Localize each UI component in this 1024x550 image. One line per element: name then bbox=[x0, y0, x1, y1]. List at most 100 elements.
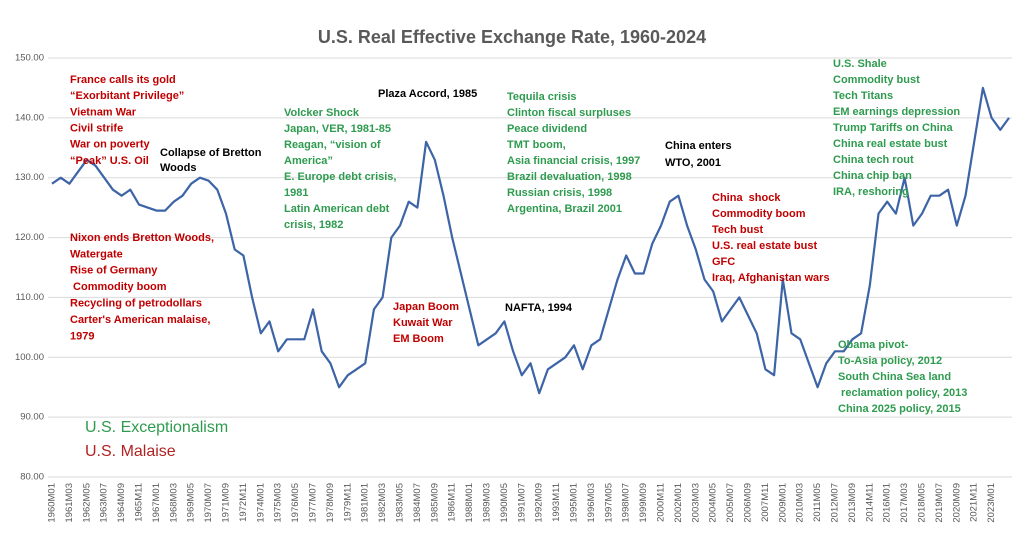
x-tick-label: 1971M09 bbox=[221, 483, 232, 523]
x-tick-label: 1992M09 bbox=[534, 483, 545, 523]
x-tick-label: 1964M09 bbox=[116, 483, 127, 523]
annotation: Civil strife bbox=[70, 123, 123, 135]
x-tick-label: 2005M07 bbox=[725, 483, 736, 523]
annotation: Japan, VER, 1981-85 bbox=[284, 123, 391, 135]
annotation: China tech rout bbox=[833, 154, 914, 166]
legend-label: U.S. Malaise bbox=[85, 443, 176, 460]
x-tick-label: 2016M01 bbox=[882, 483, 893, 523]
x-tick-label: 2017M03 bbox=[899, 483, 910, 523]
x-tick-label: 2007M11 bbox=[760, 483, 771, 522]
y-tick-label: 80.00 bbox=[20, 472, 44, 483]
annotation: Brazil devaluation, 1998 bbox=[507, 171, 632, 183]
y-tick-label: 150.00 bbox=[15, 53, 44, 64]
data-line bbox=[51, 86, 1010, 395]
annotation: To-Asia policy, 2012 bbox=[838, 355, 942, 367]
annotation: Woods bbox=[160, 162, 196, 174]
x-tick-label: 1995M01 bbox=[569, 483, 580, 523]
annotation: NAFTA, 1994 bbox=[505, 302, 573, 314]
annotation: Argentina, Brazil 2001 bbox=[507, 203, 622, 215]
annotation: China real estate bust bbox=[833, 138, 948, 150]
annotation: Japan Boom bbox=[393, 301, 459, 313]
x-tick-label: 1965M11 bbox=[134, 483, 145, 522]
x-tick-label: 2014M11 bbox=[864, 483, 875, 522]
annotation: Collapse of Bretton bbox=[160, 147, 262, 159]
annotation: South China Sea land bbox=[838, 371, 951, 383]
annotation: reclamation policy, 2013 bbox=[838, 387, 967, 399]
annotation: “Peak” U.S. Oil bbox=[70, 155, 149, 167]
y-tick-label: 100.00 bbox=[15, 352, 44, 363]
annotation: Plaza Accord, 1985 bbox=[378, 88, 477, 100]
x-tick-label: 1999M09 bbox=[638, 483, 649, 523]
annotation: Asia financial crisis, 1997 bbox=[507, 155, 640, 167]
x-tick-label: 1996M03 bbox=[586, 483, 597, 523]
annotation: Obama pivot- bbox=[838, 339, 909, 351]
annotation: Commodity boom bbox=[70, 281, 167, 293]
x-tick-label: 2009M01 bbox=[777, 483, 788, 523]
x-tick-label: 2000M11 bbox=[656, 483, 667, 522]
x-tick-label: 2002M01 bbox=[673, 483, 684, 523]
x-tick-label: 2012M07 bbox=[830, 483, 841, 523]
annotation: Latin American debt bbox=[284, 203, 390, 215]
annotation: Recycling of petrodollars bbox=[70, 298, 202, 310]
annotation: “Exorbitant Privilege” bbox=[70, 90, 184, 102]
annotation: Nixon ends Bretton Woods, bbox=[70, 232, 214, 244]
x-tick-label: 1961M03 bbox=[64, 483, 75, 523]
annotation: E. Europe debt crisis, bbox=[284, 171, 396, 183]
x-tick-label: 2019M07 bbox=[934, 483, 945, 523]
y-tick-label: 140.00 bbox=[15, 112, 44, 123]
annotation: France calls its gold bbox=[70, 74, 176, 86]
y-tick-label: 130.00 bbox=[15, 172, 44, 183]
x-tick-label: 1981M01 bbox=[360, 483, 371, 523]
x-tick-label: 1993M11 bbox=[551, 483, 562, 522]
annotation: Rise of Germany bbox=[70, 265, 158, 277]
x-tick-label: 1970M07 bbox=[203, 483, 214, 523]
x-tick-label: 1989M03 bbox=[482, 483, 493, 523]
x-tick-label: 1988M01 bbox=[464, 483, 475, 523]
x-tick-label: 2013M09 bbox=[847, 483, 858, 523]
annotation: Watergate bbox=[70, 248, 123, 260]
annotation: America” bbox=[284, 155, 333, 167]
annotation: Tequila crisis bbox=[507, 91, 577, 103]
annotation: GFC bbox=[712, 256, 735, 268]
x-tick-label: 1978M09 bbox=[325, 483, 336, 523]
annotation: U.S. real estate bust bbox=[712, 240, 817, 252]
legend-label: U.S. Exceptionalism bbox=[85, 419, 228, 436]
x-tick-label: 2020M09 bbox=[951, 483, 962, 523]
x-tick-label: 1972M11 bbox=[238, 483, 249, 522]
x-tick-label: 1977M07 bbox=[308, 483, 319, 523]
x-tick-label: 1991M07 bbox=[516, 483, 527, 523]
x-tick-label: 2011M05 bbox=[812, 483, 823, 522]
annotation: China chip ban bbox=[833, 170, 912, 182]
x-tick-label: 1962M05 bbox=[81, 483, 92, 523]
annotation: Tech Titans bbox=[833, 90, 893, 102]
y-tick-label: 90.00 bbox=[20, 412, 44, 423]
annotation: War on poverty bbox=[70, 139, 151, 151]
x-tick-label: 2010M03 bbox=[795, 483, 806, 523]
annotation: Carter's American malaise, bbox=[70, 314, 210, 326]
annotation: Kuwait War bbox=[393, 317, 453, 329]
annotation: Russian crisis, 1998 bbox=[507, 187, 612, 199]
y-tick-label: 120.00 bbox=[15, 232, 44, 243]
x-tick-label: 2023M01 bbox=[986, 483, 997, 523]
annotation: IRA, reshoring bbox=[833, 186, 909, 198]
x-tick-label: 1983M05 bbox=[395, 483, 406, 523]
annotation: WTO, 2001 bbox=[665, 157, 721, 169]
annotation: China 2025 policy, 2015 bbox=[838, 403, 961, 415]
annotation: Peace dividend bbox=[507, 123, 587, 135]
annotation: EM earnings depression bbox=[833, 106, 960, 118]
x-tick-label: 2003M03 bbox=[690, 483, 701, 523]
x-tick-label: 1979M11 bbox=[342, 483, 353, 522]
annotation: TMT boom, bbox=[507, 139, 566, 151]
x-tick-label: 1975M03 bbox=[273, 483, 284, 523]
x-tick-label: 1986M11 bbox=[447, 483, 458, 522]
annotation: 1981 bbox=[284, 187, 308, 199]
annotation: Iraq, Afghanistan wars bbox=[712, 272, 830, 284]
annotation: Vietnam War bbox=[70, 106, 137, 118]
x-tick-label: 1963M07 bbox=[99, 483, 110, 523]
annotation: Commodity boom bbox=[712, 208, 806, 220]
annotation: U.S. Shale bbox=[833, 58, 887, 70]
annotation: Commodity bust bbox=[833, 74, 920, 86]
x-tick-label: 1976M05 bbox=[290, 483, 301, 523]
annotation: China enters bbox=[665, 140, 732, 152]
x-tick-label: 2004M05 bbox=[708, 483, 719, 523]
